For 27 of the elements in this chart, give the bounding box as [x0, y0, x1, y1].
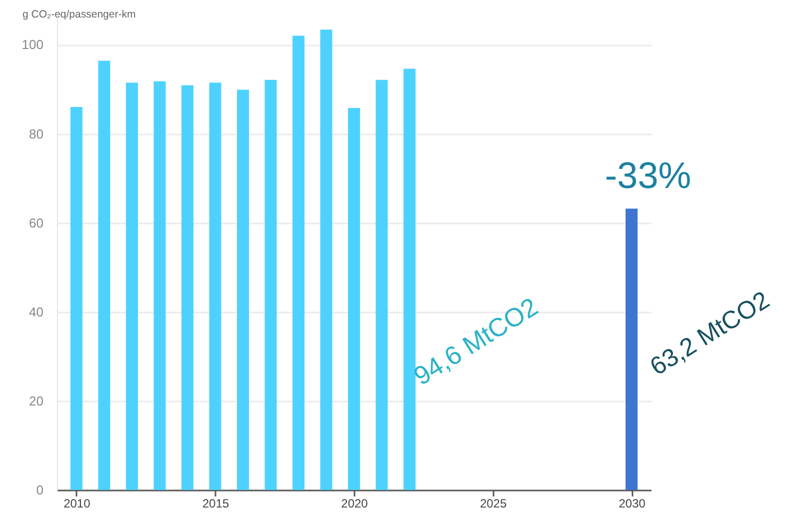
bar [626, 208, 638, 490]
y-axis-title: g CO₂-eq/passenger-km [22, 8, 136, 20]
bar [292, 36, 304, 490]
y-tick-label: 60 [29, 215, 44, 230]
x-tick-label: 2025 [480, 496, 507, 510]
x-tick-label: 2015 [202, 496, 230, 510]
bar [70, 107, 82, 490]
y-tick-label: 20 [29, 393, 44, 408]
bar [376, 80, 388, 490]
x-tick-label: 2010 [64, 496, 91, 510]
bar [126, 82, 138, 490]
bar [264, 80, 277, 490]
x-tick-label: 2020 [341, 496, 368, 510]
bar [320, 30, 332, 490]
bar [348, 108, 360, 490]
bar [404, 68, 416, 490]
y-tick-label: 80 [29, 126, 44, 142]
bar [181, 85, 194, 490]
y-tick-label: 40 [29, 304, 44, 320]
annotation: -33% [604, 155, 692, 196]
x-tick-label: 2030 [618, 496, 646, 510]
bar [98, 60, 110, 490]
bar [236, 90, 249, 490]
bar [209, 82, 222, 490]
y-tick-label: 0 [36, 482, 44, 498]
bar [154, 81, 166, 490]
y-tick-label: 100 [22, 37, 44, 52]
